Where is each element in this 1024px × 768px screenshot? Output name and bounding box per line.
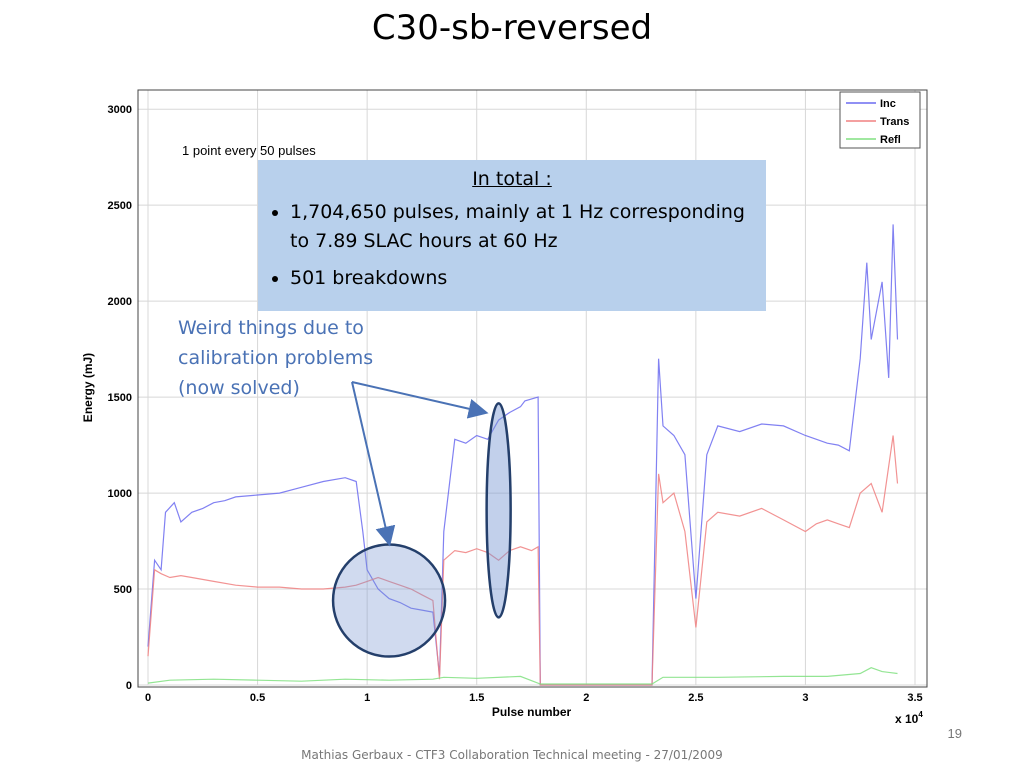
series-refl-line [147, 667, 898, 685]
highlight-ellipse [485, 402, 512, 619]
x-tick-label: 2 [583, 692, 589, 704]
legend-label: Inc [880, 98, 896, 110]
page-number: 19 [947, 726, 962, 741]
x-tick-label: 0 [145, 692, 151, 704]
y-tick-label: 1000 [108, 488, 132, 500]
y-tick-label: 500 [114, 584, 132, 596]
x-tick-label: 3.5 [907, 692, 922, 704]
y-tick-label: 2000 [108, 296, 132, 308]
x-tick-label: 3 [802, 692, 808, 704]
slide-footer: Mathias Gerbaux - CTF3 Collaboration Tec… [301, 748, 723, 762]
summary-bullet: 1,704,650 pulses, mainly at 1 Hz corresp… [290, 198, 752, 256]
x-tick-label: 2.5 [688, 692, 703, 704]
legend-box [839, 91, 921, 149]
y-axis-label: Energy (mJ) [81, 353, 95, 422]
series-inc-line [147, 224, 899, 686]
x-axis-label: Pulse number [492, 705, 572, 719]
y-tick-label: 3000 [108, 104, 132, 116]
x-axis-multiplier-exponent: 4 [918, 710, 923, 719]
legend-label: Trans [880, 116, 909, 128]
slide-title: C30-sb-reversed [371, 8, 653, 48]
sampling-note: 1 point every 50 pulses [182, 143, 316, 158]
calibration-note: Weird things due to calibration problems… [178, 317, 374, 399]
y-tick-label: 1500 [108, 392, 132, 404]
legend-label: Refl [880, 134, 901, 146]
highlight-shapes [331, 402, 512, 658]
y-tick-label: 2500 [108, 200, 132, 212]
x-tick-label: 1 [364, 692, 370, 704]
plot-area [137, 89, 928, 688]
summary-list: 1,704,650 pulses, mainly at 1 Hz corresp… [272, 198, 752, 293]
x-axis-multiplier: x 104 [895, 710, 923, 726]
chart-ticks: 0 0.5 1 1.5 2 2.5 3 3.5 0 500 1000 1500 2000 2500 3000 [108, 104, 923, 704]
summary-box: In total : 1,704,650 pulses, mainly at 1… [258, 160, 766, 311]
summary-bullet: 501 breakdowns [290, 264, 752, 293]
summary-heading: In total : [472, 168, 552, 190]
callout-arrows [351, 381, 489, 547]
y-tick-label: 0 [126, 680, 132, 692]
highlight-circle [331, 543, 447, 658]
x-tick-label: 0.5 [250, 692, 265, 704]
x-tick-label: 1.5 [469, 692, 484, 704]
chart-legend: Inc Trans Refl [839, 91, 921, 149]
series-trans-line [147, 435, 899, 686]
arrow-to-circle [351, 381, 396, 547]
chart-series [147, 224, 899, 686]
arrow-to-ellipse [351, 381, 489, 419]
